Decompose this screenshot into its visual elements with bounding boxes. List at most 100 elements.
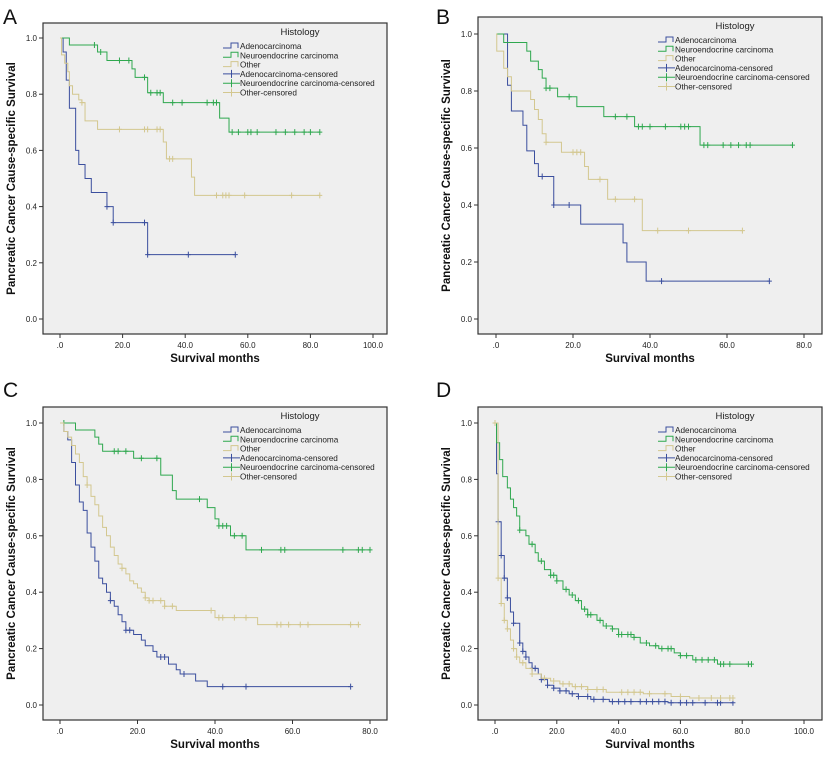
y-tick-label: 0.0 (26, 315, 38, 324)
censored-mark-other (504, 625, 510, 632)
censored-mark-neuroendocrine-carcinoma (317, 129, 323, 136)
censored-mark-neuroendocrine-carcinoma (367, 546, 373, 553)
censored-mark-neuroendocrine-carcinoma (282, 546, 288, 553)
legend-title: Histology (280, 411, 319, 422)
censored-mark-other (566, 680, 572, 687)
censored-mark-neuroendocrine-carcinoma (529, 541, 535, 548)
legend-step-icon (658, 36, 674, 43)
y-tick-label: 0.2 (461, 645, 473, 654)
censored-mark-other (158, 597, 164, 604)
censored-mark-other (501, 617, 507, 624)
censored-mark-adenocarcinoma (600, 696, 606, 703)
legend-entry: Adenocarcinoma-censored (675, 64, 773, 73)
censored-mark-other (686, 227, 691, 234)
censored-mark-other (79, 99, 85, 106)
censored-mark-neuroendocrine-carcinoma (582, 606, 588, 613)
censored-mark-adenocarcinoma (551, 202, 557, 208)
censored-mark-adenocarcinoma (504, 594, 510, 601)
y-tick-label: 0.2 (26, 645, 38, 654)
censored-mark-neuroendocrine-carcinoma (138, 455, 144, 462)
censored-mark-neuroendocrine-carcinoma (711, 656, 717, 663)
panel-label: D (436, 379, 451, 402)
censored-mark-other (632, 196, 638, 203)
censored-mark-other (297, 621, 303, 628)
legend-entry: Neuroendocrine carcinoma-censored (240, 463, 375, 472)
y-axis-label: Pancreatic Cancer Cause-specific Surviva… (441, 447, 453, 680)
censored-mark-adenocarcinoma (532, 665, 538, 672)
legend-entry: Adenocarcinoma (240, 426, 302, 435)
x-tick-label: 80.0 (734, 727, 750, 736)
censored-mark-adenocarcinoma (539, 173, 545, 180)
survival-curve-adenocarcinoma (60, 37, 236, 256)
legend-entry: Other (675, 445, 696, 454)
legend-censored-icon (223, 79, 240, 88)
censored-mark-neuroendocrine-carcinoma (231, 532, 237, 539)
censored-mark-other (560, 680, 566, 687)
x-axis-label: Survival months (605, 353, 694, 365)
censored-mark-adenocarcinoma (643, 698, 649, 705)
censored-mark-neuroendocrine-carcinoma (301, 129, 307, 136)
legend-entry: Other-censored (240, 473, 297, 482)
censored-mark-other (142, 594, 148, 601)
x-tick-label: .0 (57, 727, 64, 736)
legend-censored-icon (658, 63, 675, 72)
censored-mark-other (541, 675, 547, 682)
censored-mark-neuroendocrine-carcinoma (282, 129, 288, 136)
censored-mark-other (278, 621, 284, 628)
censored-mark-neuroendocrine-carcinoma (340, 546, 346, 553)
censored-mark-adenocarcinoma (616, 698, 622, 705)
censored-mark-other (631, 689, 637, 696)
legend-censored-icon (223, 88, 240, 97)
censored-mark-neuroendocrine-carcinoma (204, 99, 210, 106)
censored-mark-other (662, 690, 668, 697)
legend-entry: Adenocarcinoma-censored (240, 70, 338, 79)
censored-mark-other (208, 607, 214, 614)
censored-mark-adenocarcinoma (551, 685, 557, 692)
censored-mark-neuroendocrine-carcinoma (259, 546, 264, 553)
legend-title: Histology (715, 411, 754, 422)
censored-mark-adenocarcinoma (127, 627, 133, 634)
censored-mark-neuroendocrine-carcinoma (91, 42, 97, 49)
censored-mark-adenocarcinoma (545, 682, 551, 689)
censored-mark-neuroendocrine-carcinoma (235, 129, 241, 136)
censored-mark-other (495, 575, 501, 582)
legend-title: Histology (715, 21, 754, 32)
censored-mark-other (600, 686, 606, 693)
censored-mark-adenocarcinoma (591, 696, 597, 703)
panel-a: A 0.0 0.2 0.4 0.6 0.8 1.0 .0 20.0 40.0 60.0 80.0 100… (3, 6, 388, 365)
censored-mark-neuroendocrine-carcinoma (170, 99, 176, 106)
legend-step-icon (223, 445, 239, 452)
legend-entry: Neuroendocrine carcinoma (240, 435, 339, 444)
censored-mark-adenocarcinoma (523, 654, 529, 661)
censored-mark-other (348, 621, 354, 628)
censored-mark-adenocarcinoma (232, 251, 238, 258)
censored-mark-adenocarcinoma (684, 699, 690, 706)
legend-entry: Other (240, 445, 261, 454)
y-tick-label: 0.2 (461, 258, 473, 267)
censored-mark-neuroendocrine-carcinoma (609, 625, 615, 632)
censored-mark-adenocarcinoma (622, 698, 628, 705)
x-tick-label: 40.0 (177, 341, 193, 350)
censored-mark-neuroendocrine-carcinoma (566, 93, 572, 100)
censored-mark-other (739, 227, 745, 234)
censored-mark-neuroendocrine-carcinoma (554, 577, 560, 584)
censored-mark-adenocarcinoma (566, 202, 572, 208)
censored-mark-neuroendocrine-carcinoma (662, 123, 668, 130)
censored-mark-neuroendocrine-carcinoma (254, 129, 260, 136)
survival-curve-adenocarcinoma (60, 422, 351, 688)
censored-mark-adenocarcinoma (511, 620, 517, 627)
censored-mark-adenocarcinoma (690, 699, 696, 706)
y-tick-label: 0.6 (461, 532, 473, 541)
censored-mark-neuroendocrine-carcinoma (224, 522, 230, 529)
censored-mark-adenocarcinoma (650, 698, 656, 705)
survival-curve-neuroendocrine-carcinoma (496, 33, 793, 146)
x-tick-label: 80.0 (303, 341, 319, 350)
censored-mark-adenocarcinoma (142, 219, 148, 226)
censored-mark-adenocarcinoma (557, 687, 563, 694)
censored-mark-other (625, 689, 631, 696)
censored-mark-neuroendocrine-carcinoma (624, 113, 630, 120)
x-tick-label: 40.0 (207, 727, 223, 736)
censored-mark-adenocarcinoma (501, 575, 507, 582)
censored-mark-other (289, 192, 295, 199)
censored-mark-adenocarcinoma (637, 698, 643, 705)
